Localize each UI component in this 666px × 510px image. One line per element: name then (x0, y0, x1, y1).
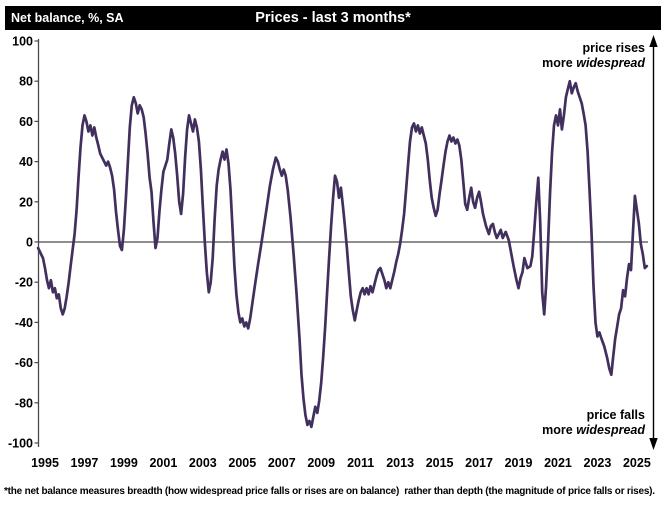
x-tick-label: 2021 (544, 456, 572, 470)
y-tick-label: -20 (15, 276, 33, 290)
x-tick-label: 2025 (623, 456, 651, 470)
y-tick-label: -80 (15, 396, 33, 410)
x-tick-label: 2009 (307, 456, 335, 470)
x-tick-label: 2017 (465, 456, 493, 470)
x-tick-label: 2015 (426, 456, 454, 470)
footnote: *the net balance measures breadth (how w… (4, 486, 655, 497)
x-tick-label: 1999 (110, 456, 138, 470)
x-tick-label: 1995 (31, 456, 59, 470)
annotation-price-falls: price falls more widespread (542, 408, 645, 438)
x-tick-label: 2011 (347, 456, 374, 470)
y-tick-label: 40 (19, 155, 33, 169)
y-axis-title: Net balance, %, SA (11, 11, 124, 25)
chart-header-bar: Net balance, %, SA Prices - last 3 month… (5, 6, 661, 30)
y-tick-label: 0 (26, 236, 33, 250)
y-tick-label: 60 (19, 115, 33, 129)
x-tick-label: 2023 (584, 456, 612, 470)
y-tick-label: 80 (19, 75, 33, 89)
y-tick-label: -40 (15, 316, 33, 330)
annotation-line: more widespread (542, 423, 645, 437)
annotation-line: price rises (582, 41, 645, 55)
x-tick-label: 2003 (189, 456, 217, 470)
annotation-line: more widespread (542, 56, 645, 70)
x-tick-label: 2019 (505, 456, 533, 470)
x-tick-label: 2007 (268, 456, 296, 470)
y-tick-label: -60 (15, 356, 33, 370)
chart-title: Prices - last 3 months* (255, 10, 411, 26)
arrow-up-icon (649, 35, 658, 47)
x-tick-label: 2013 (386, 456, 414, 470)
y-tick-label: 20 (19, 195, 33, 209)
y-tick-label: 100 (12, 35, 33, 49)
y-tick-label: -100 (8, 437, 33, 451)
arrow-down-icon (649, 438, 658, 450)
net-balance-line (36, 79, 649, 429)
annotation-line: price falls (586, 408, 645, 422)
x-tick-label: 1997 (71, 456, 99, 470)
annotation-price-rises: price rises more widespread (542, 41, 645, 71)
x-tick-label: 2001 (149, 456, 177, 470)
x-tick-label: 2005 (228, 456, 256, 470)
